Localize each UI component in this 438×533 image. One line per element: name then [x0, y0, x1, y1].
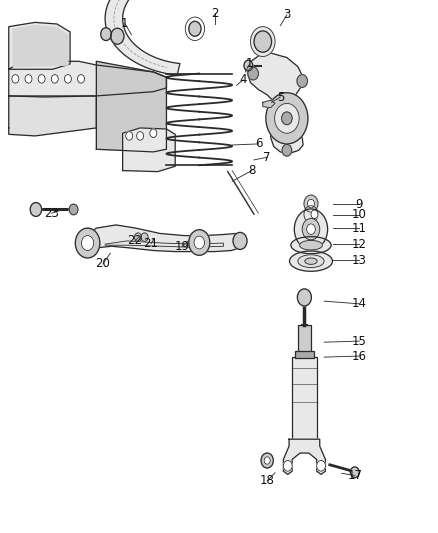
Polygon shape	[123, 128, 175, 172]
Circle shape	[304, 195, 318, 212]
Circle shape	[307, 199, 314, 208]
Circle shape	[297, 75, 307, 87]
Text: 9: 9	[355, 198, 363, 211]
Circle shape	[189, 230, 210, 255]
Text: 13: 13	[352, 254, 367, 266]
Bar	[295, 351, 314, 358]
Text: 15: 15	[352, 335, 367, 348]
Polygon shape	[247, 53, 303, 154]
Text: 23: 23	[44, 207, 59, 220]
Ellipse shape	[291, 237, 331, 254]
Circle shape	[294, 209, 328, 249]
Polygon shape	[283, 439, 325, 474]
Polygon shape	[105, 0, 180, 75]
Text: 14: 14	[352, 297, 367, 310]
Circle shape	[12, 75, 19, 83]
Text: 11: 11	[352, 222, 367, 235]
Circle shape	[38, 75, 45, 83]
Circle shape	[233, 232, 247, 249]
Text: 16: 16	[352, 350, 367, 362]
Polygon shape	[263, 100, 275, 108]
Circle shape	[194, 236, 205, 249]
Text: 17: 17	[347, 469, 362, 482]
Text: 21: 21	[144, 237, 159, 250]
Circle shape	[350, 467, 359, 478]
Text: 10: 10	[352, 208, 367, 221]
Text: 20: 20	[95, 257, 110, 270]
Circle shape	[78, 75, 85, 83]
Circle shape	[126, 132, 133, 140]
Circle shape	[244, 60, 253, 71]
Text: 5: 5	[277, 91, 284, 103]
Polygon shape	[9, 96, 96, 136]
Circle shape	[64, 75, 71, 83]
Text: 6: 6	[254, 138, 262, 150]
Text: 4: 4	[239, 74, 247, 86]
Circle shape	[307, 224, 315, 235]
Circle shape	[297, 289, 311, 306]
Ellipse shape	[300, 240, 322, 250]
Circle shape	[111, 28, 124, 44]
Ellipse shape	[305, 258, 317, 264]
Circle shape	[81, 236, 94, 251]
Circle shape	[101, 28, 111, 41]
Polygon shape	[9, 22, 70, 69]
Circle shape	[134, 233, 141, 241]
Circle shape	[282, 112, 292, 125]
Circle shape	[248, 67, 258, 80]
Circle shape	[264, 457, 270, 464]
Circle shape	[261, 453, 273, 468]
Circle shape	[283, 461, 292, 471]
Circle shape	[25, 75, 32, 83]
Text: 22: 22	[127, 235, 142, 247]
Circle shape	[254, 31, 272, 52]
Circle shape	[266, 93, 308, 144]
Circle shape	[51, 75, 58, 83]
Ellipse shape	[298, 255, 324, 268]
Circle shape	[282, 144, 292, 156]
Text: 3: 3	[283, 9, 290, 21]
Bar	[298, 325, 311, 353]
Polygon shape	[85, 225, 244, 252]
Text: 12: 12	[352, 238, 367, 251]
Circle shape	[317, 461, 325, 471]
Circle shape	[185, 17, 205, 41]
Circle shape	[30, 203, 42, 216]
Circle shape	[189, 21, 201, 36]
Text: 18: 18	[260, 474, 275, 487]
Text: 2: 2	[211, 7, 219, 20]
Text: 7: 7	[263, 151, 271, 164]
Text: 19: 19	[174, 240, 189, 253]
Circle shape	[302, 219, 320, 240]
Ellipse shape	[290, 251, 332, 271]
Text: 1: 1	[246, 58, 254, 70]
Text: 1: 1	[121, 17, 129, 30]
Circle shape	[275, 103, 299, 133]
Polygon shape	[13, 26, 68, 67]
Polygon shape	[96, 61, 166, 152]
Circle shape	[137, 132, 144, 140]
Circle shape	[141, 233, 148, 241]
Circle shape	[75, 228, 100, 258]
Text: 8: 8	[248, 164, 255, 177]
Circle shape	[251, 27, 275, 56]
Circle shape	[311, 210, 318, 219]
Circle shape	[69, 204, 78, 215]
Bar	[292, 357, 317, 440]
Polygon shape	[9, 61, 166, 97]
Circle shape	[304, 206, 318, 223]
Circle shape	[150, 129, 157, 138]
